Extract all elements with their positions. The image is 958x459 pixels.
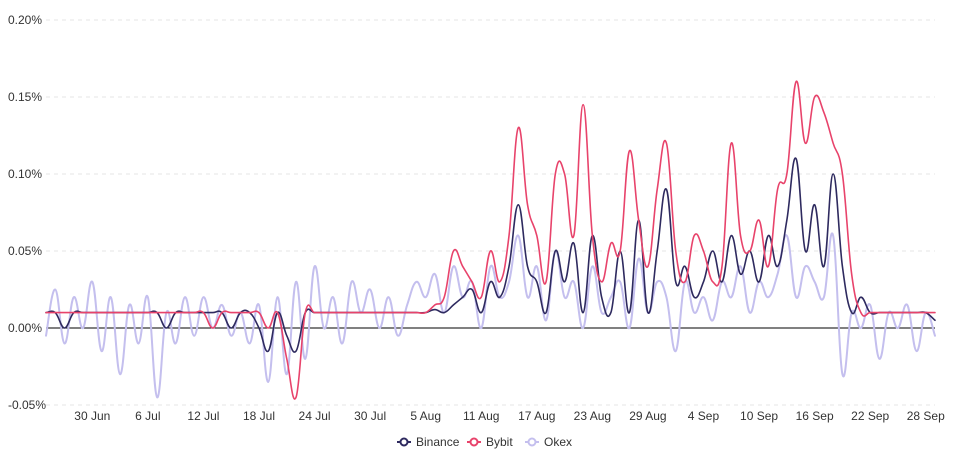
x-tick-label: 29 Aug bbox=[629, 409, 666, 423]
y-tick-label: -0.05% bbox=[8, 398, 46, 412]
x-tick-label: 30 Jul bbox=[354, 409, 386, 423]
x-tick-label: 22 Sep bbox=[851, 409, 889, 423]
legend-item-okex[interactable]: Okex bbox=[525, 435, 572, 449]
x-tick-label: 30 Jun bbox=[74, 409, 110, 423]
x-tick-label: 6 Jul bbox=[135, 409, 160, 423]
x-tick-label: 11 Aug bbox=[463, 409, 499, 423]
x-tick-label: 18 Jul bbox=[243, 409, 275, 423]
x-tick-label: 12 Jul bbox=[187, 409, 219, 423]
x-tick-label: 17 Aug bbox=[518, 409, 555, 423]
legend-swatch-marker bbox=[527, 437, 537, 447]
y-tick-label: 0.20% bbox=[8, 13, 42, 27]
legend-swatch-marker bbox=[469, 437, 479, 447]
y-tick-label: 0.00% bbox=[8, 321, 42, 335]
legend-item-binance[interactable]: Binance bbox=[397, 435, 460, 449]
legend-swatch-marker bbox=[399, 437, 409, 447]
x-tick-label: 10 Sep bbox=[740, 409, 778, 423]
legend-item-bybit[interactable]: Bybit bbox=[467, 435, 513, 449]
series-line-bybit bbox=[45, 80, 936, 400]
y-tick-label: 0.10% bbox=[8, 167, 42, 181]
series-lines bbox=[45, 80, 936, 400]
x-tick-label: 28 Sep bbox=[907, 409, 945, 423]
x-axis: 30 Jun 6 Jul 12 Jul 18 Jul 24 Jul 30 Jul 5 Aug… bbox=[74, 409, 945, 423]
x-tick-label: 16 Sep bbox=[796, 409, 834, 423]
legend-label: Bybit bbox=[486, 435, 513, 449]
x-tick-label: 24 Jul bbox=[299, 409, 331, 423]
y-tick-label: 0.05% bbox=[8, 244, 42, 258]
x-tick-label: 23 Aug bbox=[574, 409, 611, 423]
legend-label: Binance bbox=[416, 435, 460, 449]
series-line-okex bbox=[45, 232, 936, 399]
x-tick-label: 4 Sep bbox=[688, 409, 720, 423]
grid-lines bbox=[46, 19, 935, 406]
y-axis: -0.05% 0.00% 0.05% 0.10% 0.15% 0.20% bbox=[8, 13, 46, 412]
y-tick-label: 0.15% bbox=[8, 90, 42, 104]
series-line-binance bbox=[45, 157, 936, 353]
legend[interactable]: Binance Bybit Okex bbox=[397, 435, 572, 449]
legend-label: Okex bbox=[544, 435, 572, 449]
x-tick-label: 5 Aug bbox=[410, 409, 441, 423]
